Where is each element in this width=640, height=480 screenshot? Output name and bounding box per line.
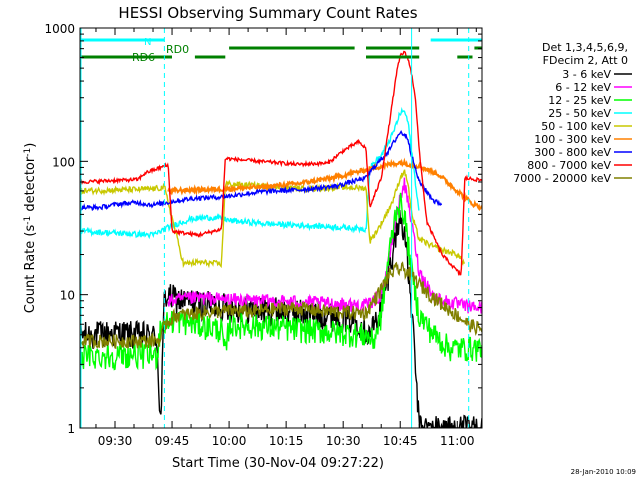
legend-label-800-7000-kev: 800 - 7000 keV bbox=[527, 159, 611, 172]
y-axis-label-part3: ) bbox=[23, 143, 38, 148]
x-tick-label-4: 10:30 bbox=[326, 434, 361, 448]
legend-label-3-6-kev: 3 - 6 keV bbox=[562, 68, 611, 81]
legend-label-100-300-kev: 100 - 300 keV bbox=[534, 133, 611, 146]
x-tick-label-6: 11:00 bbox=[440, 434, 475, 448]
chart-title: HESSI Observing Summary Count Rates bbox=[118, 4, 417, 22]
x-tick-label-0: 09:30 bbox=[98, 434, 133, 448]
y-axis-label-part2: detector bbox=[23, 156, 38, 216]
annotation-rd6: RD6 bbox=[132, 51, 155, 64]
y-tick-label-3: 1000 bbox=[44, 22, 75, 36]
legend: Det 1,3,4,5,6,9, FDecim 2, Att 0 3 - 6 k… bbox=[513, 41, 632, 185]
y-axis-label-sup1: -1 bbox=[23, 216, 33, 225]
legend-label-7000-20000-kev: 7000 - 20000 keV bbox=[513, 172, 611, 185]
legend-label-300-800-kev: 300 - 800 keV bbox=[534, 146, 611, 159]
y-tick-label-1: 10 bbox=[60, 289, 75, 303]
x-tick-label-3: 10:15 bbox=[269, 434, 304, 448]
vline-layer bbox=[81, 28, 469, 428]
y-axis-label: Count Rate (s-1 detector-1) bbox=[23, 143, 38, 314]
legend-label-12-25-kev: 12 - 25 keV bbox=[548, 94, 611, 107]
chart-root: HESSI Observing Summary Count Rates 09:3… bbox=[0, 0, 640, 480]
x-tick-label-2: 10:00 bbox=[212, 434, 247, 448]
legend-label-6-12-kev: 6 - 12 keV bbox=[555, 81, 611, 94]
annotation-rd0: RD0 bbox=[166, 43, 189, 56]
x-tick-label-1: 09:45 bbox=[155, 434, 190, 448]
y-tick-label-0: 1 bbox=[67, 422, 75, 436]
legend-label-50-100-kev: 50 - 100 keV bbox=[541, 120, 611, 133]
legend-header-line2: FDecim 2, Att 0 bbox=[543, 54, 628, 67]
y-tick-label-2: 100 bbox=[52, 155, 75, 169]
x-tick-label-5: 10:45 bbox=[383, 434, 418, 448]
annotation-night: N bbox=[144, 37, 151, 48]
legend-header-line1: Det 1,3,4,5,6,9, bbox=[542, 41, 628, 54]
y-axis-label-sup2: -1 bbox=[23, 148, 33, 157]
x-axis-label: Start Time (30-Nov-04 09:27:22) bbox=[172, 456, 384, 471]
timestamp-stamp: 28-Jan-2010 10:09 bbox=[571, 468, 636, 476]
series-layer bbox=[81, 52, 482, 429]
plot-frame bbox=[80, 28, 482, 428]
legend-label-25-50-kev: 25 - 50 keV bbox=[548, 107, 611, 120]
y-axis-label-part1: Count Rate (s bbox=[23, 225, 38, 314]
count-rate-chart: HESSI Observing Summary Count Rates 09:3… bbox=[0, 0, 640, 480]
